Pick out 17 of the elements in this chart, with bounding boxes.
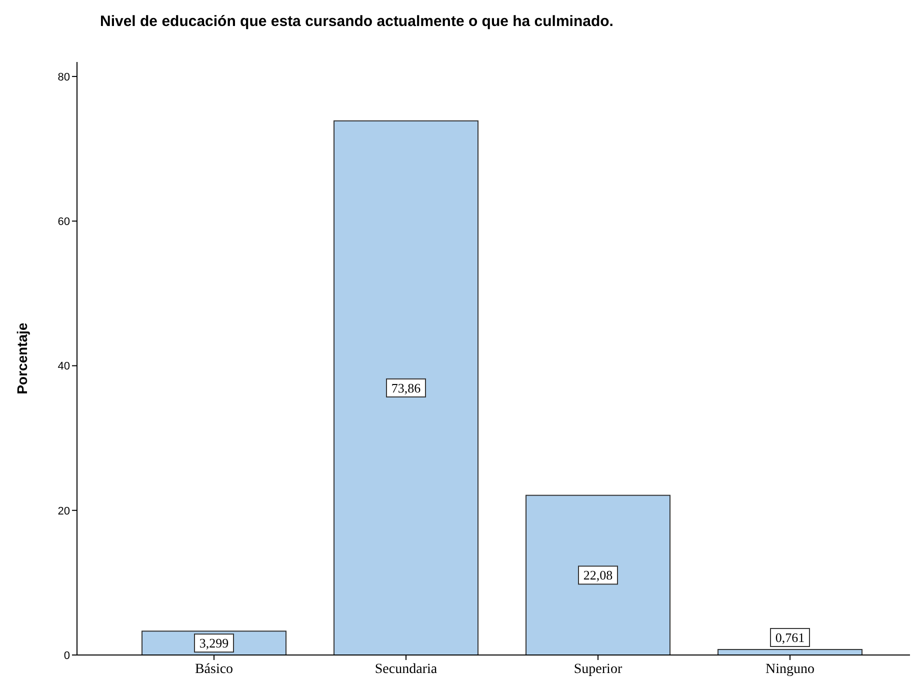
data-label: 3,299 <box>199 636 229 651</box>
y-tick-label: 40 <box>58 360 70 373</box>
x-tick-label: Ninguno <box>766 662 814 677</box>
data-label: 73,86 <box>391 380 422 396</box>
bar <box>334 120 478 656</box>
data-label: 22,08 <box>583 568 613 583</box>
data-label: 0,761 <box>775 630 805 645</box>
x-tick-label: Secundaria <box>374 662 438 677</box>
chart-title: Nivel de educación que esta cursando actualmente o que ha culminado. <box>100 13 614 30</box>
y-tick-label: 20 <box>58 505 70 518</box>
bar <box>526 494 670 656</box>
y-tick-label: 0 <box>64 650 70 662</box>
y-axis-title: Porcentaje <box>14 322 30 394</box>
x-tick-label: Básico <box>194 662 234 677</box>
y-tick-label: 80 <box>58 71 70 84</box>
y-tick-label: 60 <box>58 216 70 228</box>
x-tick-label: Superior <box>574 662 622 677</box>
